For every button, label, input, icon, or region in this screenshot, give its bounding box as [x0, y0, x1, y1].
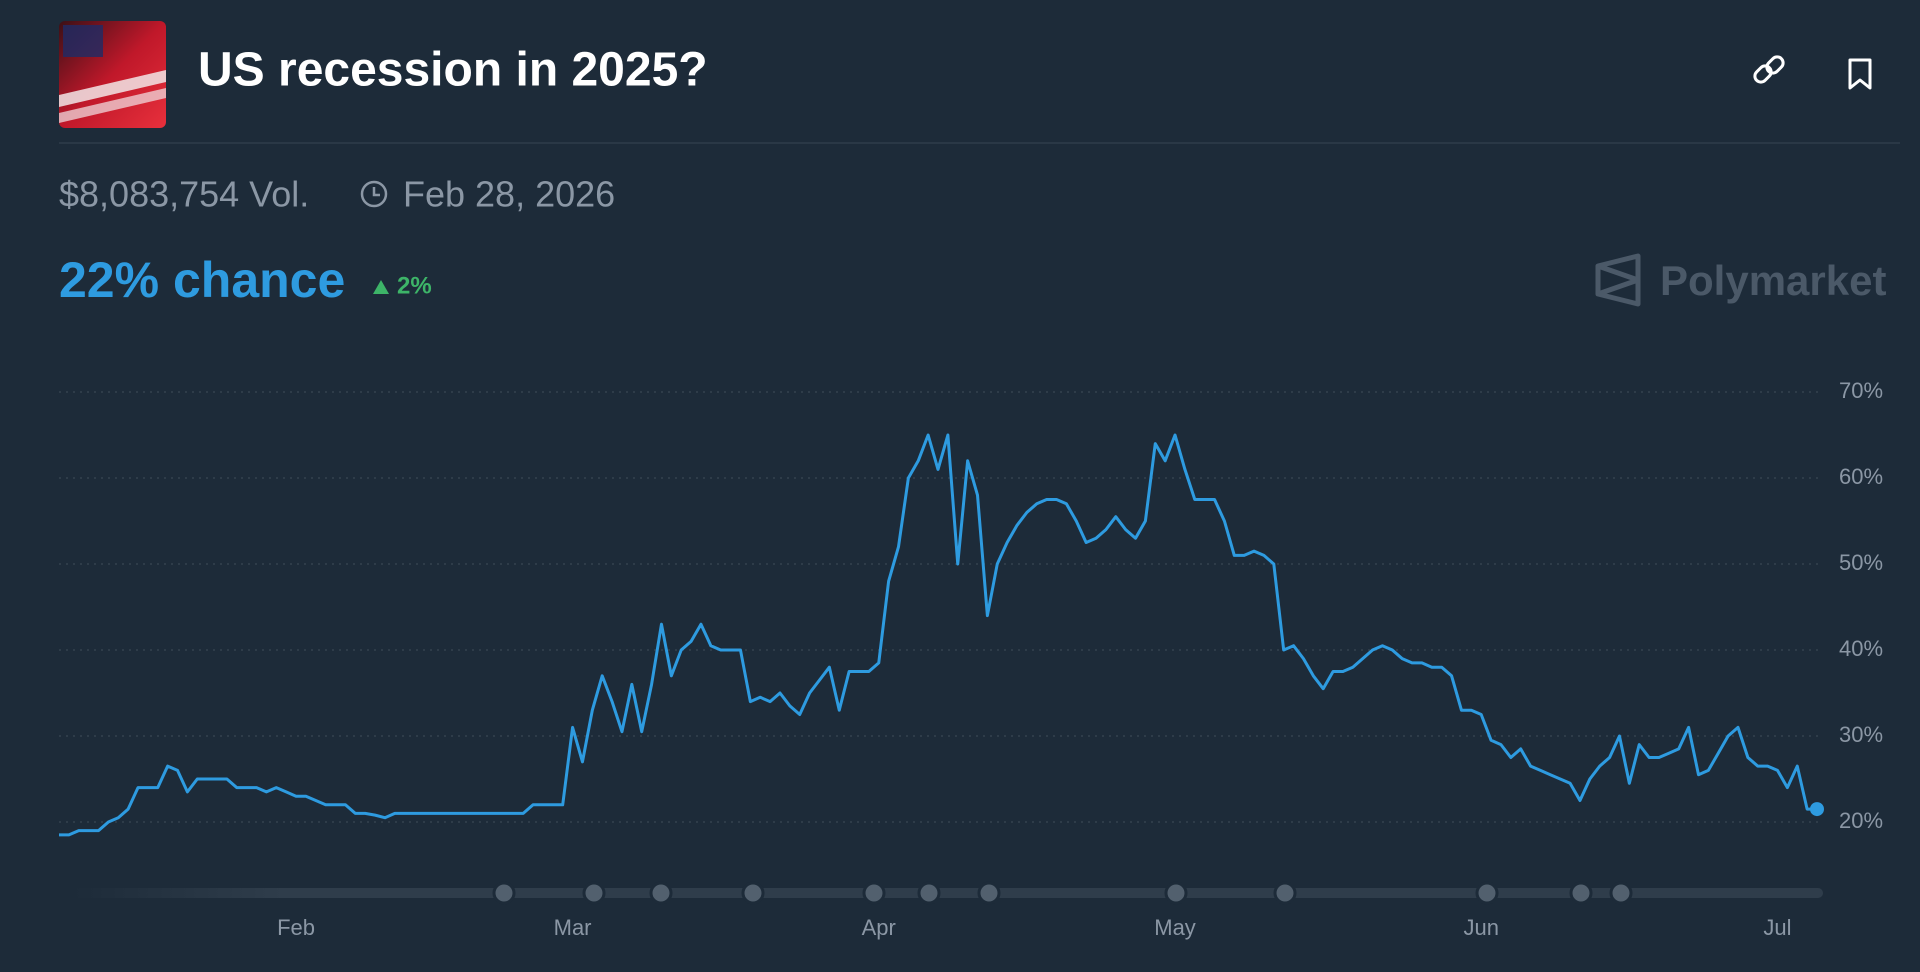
event-marker[interactable] [1273, 881, 1297, 905]
event-marker[interactable] [582, 881, 606, 905]
event-marker[interactable] [1569, 881, 1593, 905]
event-marker[interactable] [917, 881, 941, 905]
current-point [1810, 802, 1824, 817]
y-tick-label: 50% [1839, 550, 1883, 575]
event-marker[interactable] [1475, 881, 1499, 905]
event-marker[interactable] [741, 881, 765, 905]
y-tick-label: 30% [1839, 722, 1883, 747]
event-marker[interactable] [977, 881, 1001, 905]
y-tick-label: 60% [1839, 464, 1883, 489]
x-tick-label: Feb [277, 915, 315, 940]
y-tick-label: 40% [1839, 636, 1883, 661]
x-tick-label: May [1154, 915, 1196, 940]
bookmark-button[interactable] [1848, 58, 1872, 90]
end-date: Feb 28, 2026 [403, 174, 615, 215]
x-tick-label: Jul [1763, 915, 1791, 940]
change-arrow [373, 280, 389, 294]
event-marker[interactable] [492, 881, 516, 905]
timeline [73, 881, 1823, 905]
y-tick-label: 20% [1839, 808, 1883, 833]
market-icon [59, 21, 166, 128]
market-title: US recession in 2025? [198, 44, 708, 97]
event-marker[interactable] [862, 881, 886, 905]
x-tick-label: Mar [554, 915, 592, 940]
event-marker[interactable] [1609, 881, 1633, 905]
brand-name: Polymarket [1660, 257, 1886, 304]
event-marker[interactable] [649, 881, 673, 905]
clock-icon [360, 180, 388, 208]
timeline-track [73, 888, 1823, 898]
copy-link-button[interactable] [1752, 54, 1785, 84]
event-marker[interactable] [1164, 881, 1188, 905]
x-tick-label: Apr [862, 915, 896, 940]
y-tick-label: 70% [1839, 378, 1883, 403]
brand-logo [1595, 253, 1641, 307]
chance: 22% chance [59, 252, 345, 308]
volume: $8,083,754 Vol. [59, 174, 309, 215]
line-series [59, 433, 1817, 837]
plot: 20% 30% 40% 50% 60% 70% Feb Mar Apr May Jun Jul [59, 378, 1883, 940]
chance-change: 2% [397, 272, 432, 299]
x-tick-label: Jun [1463, 915, 1498, 940]
